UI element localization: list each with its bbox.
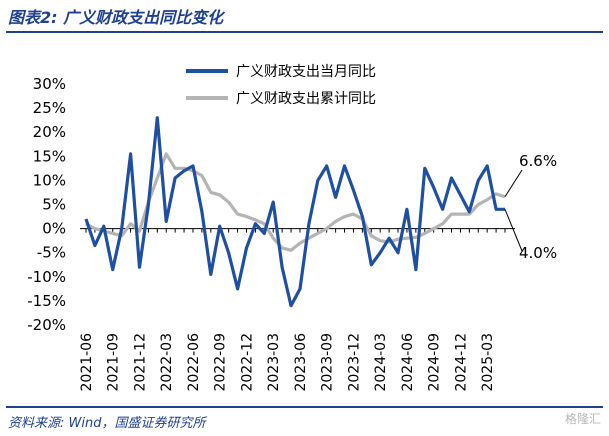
- series-monthly-line: [84, 116, 505, 308]
- y-tick-label: 15%: [33, 147, 66, 165]
- y-tick-label: 25%: [33, 99, 66, 117]
- y-tick-label: -20%: [27, 316, 66, 334]
- y-tick-label: 10%: [33, 171, 66, 189]
- footer-divider: [6, 406, 603, 408]
- x-tick-label: 2024-12: [453, 333, 469, 392]
- legend-label: 广义财政支出当月同比: [236, 64, 376, 80]
- x-tick-label: 2022-12: [239, 333, 255, 392]
- annotation-layer: 6.6% 4.0%: [504, 152, 557, 262]
- y-tick-label: -10%: [27, 268, 66, 286]
- x-tick-label: 2023-09: [320, 333, 336, 392]
- x-tick-label: 2024-09: [427, 333, 443, 392]
- watermark-logo: 格隆汇: [564, 412, 601, 426]
- series-cumulative-line: [85, 152, 506, 252]
- x-tick-label: 2023-06: [293, 333, 309, 392]
- y-tick-label: 5%: [42, 196, 66, 214]
- y-tick-label: 30%: [33, 75, 66, 93]
- y-tick-label: -5%: [37, 244, 66, 262]
- x-tick-label: 2022-09: [213, 333, 229, 392]
- annotation-leader: [504, 169, 523, 198]
- x-axis: 2021-06 2021-09 2021-12 2022-03 2022-06 2022-…: [79, 228, 515, 392]
- annotation-leader: [504, 209, 523, 252]
- series-layer: [84, 116, 506, 308]
- x-tick-label: 2022-06: [186, 333, 202, 392]
- annotation-label: 6.6%: [519, 152, 557, 170]
- legend-label: 广义财政支出累计同比: [236, 91, 376, 107]
- y-tick-label: 0%: [42, 220, 66, 238]
- y-axis: -20% -15% -10% -5% 0% 5% 10% 15% 20% 25% 30%: [27, 75, 66, 334]
- x-tick-label: 2023-12: [346, 333, 362, 392]
- x-tick-label: 2021-06: [79, 333, 95, 392]
- x-tick-label: 2021-09: [106, 333, 122, 392]
- y-tick-label: 20%: [33, 123, 66, 141]
- title-divider: [6, 31, 603, 33]
- chart-title: 图表2: 广义财政支出同比变化: [8, 8, 224, 27]
- x-tick-label: 2023-03: [266, 333, 282, 392]
- x-tick-label: 2022-03: [159, 333, 175, 392]
- annotation-label: 4.0%: [519, 244, 557, 262]
- y-tick-label: -15%: [27, 292, 66, 310]
- x-tick-label: 2025-03: [480, 333, 496, 392]
- x-tick-label: 2021-12: [132, 333, 148, 392]
- x-tick-label: 2024-03: [373, 333, 389, 392]
- x-tick-label: 2024-06: [400, 333, 416, 392]
- source-note: 资料来源: Wind，国盛证券研究所: [8, 416, 206, 431]
